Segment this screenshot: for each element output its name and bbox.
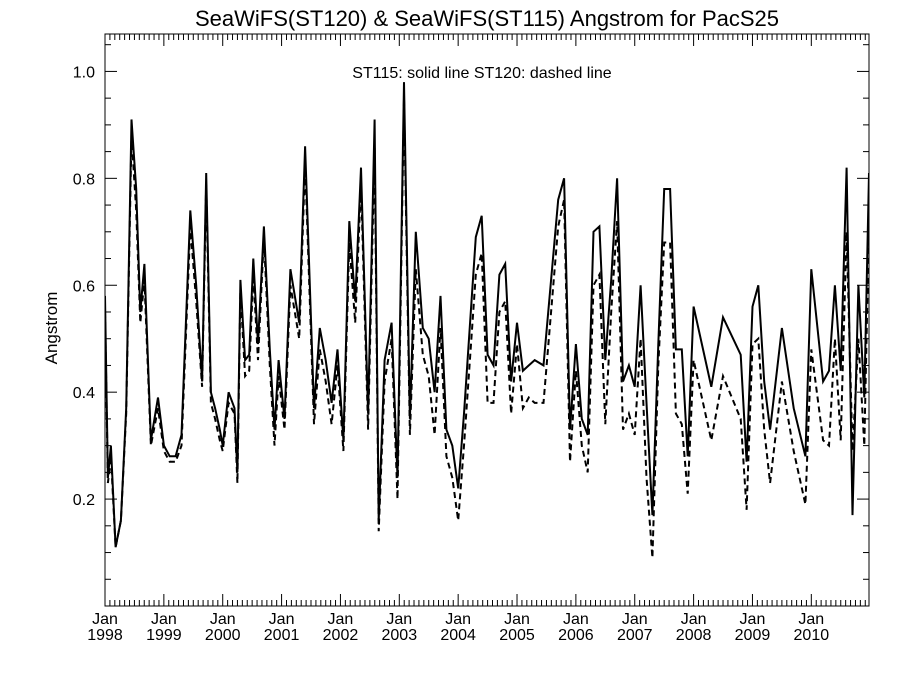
x-tick-month: Jan: [210, 611, 236, 628]
x-tick-year: 2005: [499, 627, 535, 644]
legend-annotation: ST115: solid line ST120: dashed line: [352, 65, 612, 82]
x-tick-month: Jan: [504, 611, 530, 628]
x-tick-month: Jan: [740, 611, 766, 628]
series-group: [105, 82, 869, 558]
x-tick-month: Jan: [681, 611, 707, 628]
series-line-st115: [105, 82, 869, 548]
x-tick-month: Jan: [328, 611, 354, 628]
x-tick-month: Jan: [151, 611, 177, 628]
axis-tick-labels: 0.20.40.60.81.0Jan1998Jan1999Jan2000Jan2…: [73, 64, 829, 644]
series-line-st120: [105, 98, 869, 558]
x-tick-month: Jan: [563, 611, 589, 628]
y-tick-label: 0.6: [73, 278, 95, 295]
x-tick-year: 2001: [264, 627, 300, 644]
x-tick-month: Jan: [798, 611, 824, 628]
x-tick-year: 2003: [382, 627, 418, 644]
x-tick-year: 2002: [323, 627, 359, 644]
x-tick-year: 2010: [794, 627, 830, 644]
x-tick-year: 2004: [440, 627, 476, 644]
x-tick-year: 2000: [205, 627, 241, 644]
x-tick-year: 2008: [676, 627, 712, 644]
y-tick-label: 0.4: [73, 385, 95, 402]
x-tick-month: Jan: [92, 611, 118, 628]
y-axis-label: Angstrom: [42, 292, 61, 365]
x-tick-year: 2009: [735, 627, 771, 644]
x-tick-month: Jan: [386, 611, 412, 628]
x-tick-year: 2006: [558, 627, 594, 644]
x-tick-month: Jan: [622, 611, 648, 628]
y-tick-label: 1.0: [73, 64, 95, 81]
x-tick-month: Jan: [445, 611, 471, 628]
x-tick-year: 1999: [146, 627, 182, 644]
x-tick-year: 1998: [87, 627, 123, 644]
axis-ticks: [104, 34, 869, 606]
y-tick-label: 0.2: [73, 492, 95, 509]
x-tick-year: 2007: [617, 627, 653, 644]
x-tick-month: Jan: [269, 611, 295, 628]
y-tick-label: 0.8: [73, 171, 95, 188]
chart-title: SeaWiFS(ST120) & SeaWiFS(ST115) Angstrom…: [195, 6, 779, 31]
